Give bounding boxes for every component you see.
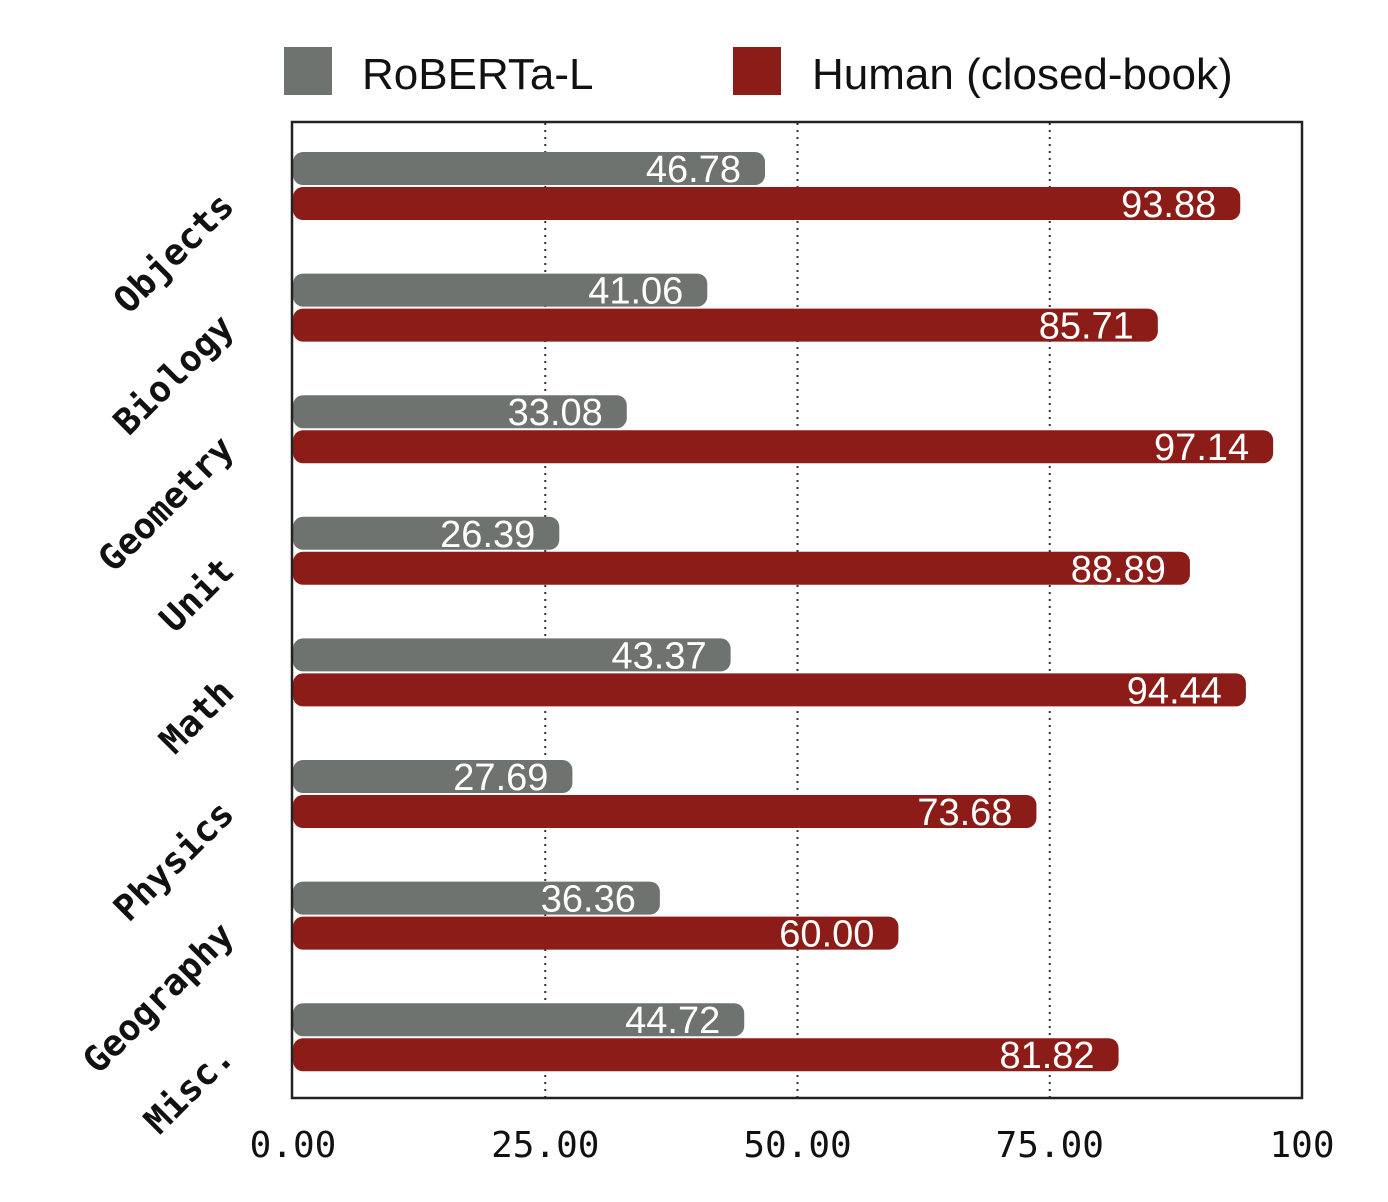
bar-value-label-roberta-l-geometry: 33.08	[508, 392, 603, 434]
bar-human-closed-book-physics	[293, 795, 1037, 828]
plot-frame	[290, 120, 1304, 1100]
bar-value-label-human-closed-book-biology: 85.71	[1039, 306, 1134, 348]
legend: RoBERTa-L Human (closed-book)	[284, 47, 1233, 99]
x-tick-label-4: 100	[1269, 1125, 1334, 1166]
bar-roberta-l-physics	[293, 760, 573, 793]
bar-value-label-human-closed-book-physics: 73.68	[917, 792, 1012, 834]
bar-value-label-human-closed-book-misc: 81.82	[999, 1035, 1094, 1077]
category-label-objects: Objects	[106, 185, 242, 321]
bar-value-label-human-closed-book-objects: 93.88	[1121, 184, 1216, 226]
bar-value-label-roberta-l-unit: 26.39	[440, 514, 535, 556]
bar-roberta-l-biology	[293, 273, 708, 307]
x-tick-label-3: 75.00	[996, 1125, 1104, 1166]
bar-roberta-l-geometry	[293, 395, 627, 429]
x-tick-label-0: 0.00	[250, 1125, 337, 1166]
bar-human-closed-book-unit	[293, 551, 1190, 585]
bar-human-closed-book-geography	[293, 916, 899, 950]
bar-human-closed-book-geometry	[293, 430, 1274, 464]
bar-value-label-roberta-l-geography: 36.36	[541, 879, 636, 921]
legend-label-human-closed-book: Human (closed-book)	[812, 50, 1233, 99]
legend-swatch-roberta-l	[284, 47, 332, 95]
bar-value-label-human-closed-book-math: 94.44	[1127, 670, 1222, 712]
legend-label-roberta-l: RoBERTa-L	[362, 50, 594, 99]
x-tick-label-1: 25.00	[491, 1125, 599, 1166]
bar-value-label-human-closed-book-unit: 88.89	[1071, 549, 1166, 591]
bar-value-label-human-closed-book-geography: 60.00	[779, 914, 874, 956]
legend-swatch-human-closed-book	[733, 47, 781, 95]
bar-value-label-human-closed-book-geometry: 97.14	[1154, 427, 1249, 469]
bar-value-label-roberta-l-biology: 41.06	[588, 271, 683, 313]
bars: 46.78 93.88 41.06 85.71 33.08 97.14 26.39 88.89…	[293, 149, 1274, 1077]
bar-roberta-l-objects	[293, 152, 766, 185]
bar-roberta-l-math	[293, 638, 731, 672]
category-label-misc: Misc.	[137, 1037, 243, 1143]
bar-value-label-roberta-l-physics: 27.69	[453, 757, 548, 799]
bar-value-label-roberta-l-objects: 46.78	[646, 149, 741, 191]
bar-value-label-roberta-l-math: 43.37	[612, 635, 707, 677]
bar-value-label-roberta-l-misc: 44.72	[625, 1000, 720, 1042]
bar-roberta-l-unit	[293, 516, 560, 550]
bar-roberta-l-geography	[293, 881, 660, 915]
bar-human-closed-book-biology	[293, 308, 1158, 342]
bar-human-closed-book-misc	[293, 1038, 1119, 1072]
x-tick-label-2: 50.00	[743, 1125, 851, 1166]
bar-human-closed-book-objects	[293, 187, 1241, 220]
category-label-physics: Physics	[106, 793, 242, 929]
category-label-math: Math	[152, 672, 242, 762]
category-label-biology: Biology	[106, 307, 242, 443]
bar-roberta-l-misc	[293, 1003, 745, 1037]
x-tick-labels: 0.00 25.00 50.00 75.00 100	[250, 1125, 1335, 1166]
category-label-unit: Unit	[152, 550, 242, 640]
bar-human-closed-book-math	[293, 673, 1246, 707]
category-labels: ObjectsBiologyGeometryUnitMathPhysicsGeo…	[75, 185, 242, 1142]
